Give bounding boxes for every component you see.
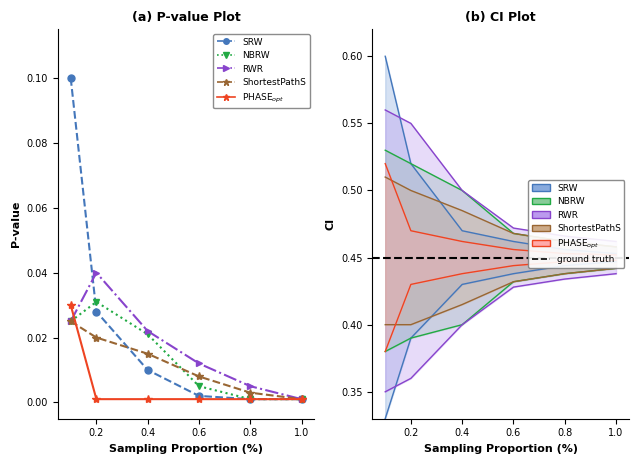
PHASE$_{opt}$ <box>246 396 254 402</box>
SRW <box>144 367 152 373</box>
RWR <box>67 319 74 324</box>
SRW <box>298 396 305 402</box>
PHASE$_{opt}$ <box>195 396 203 402</box>
PHASE$_{opt}$ <box>67 302 74 308</box>
SRW <box>195 393 203 399</box>
ShortestPathS <box>67 319 74 324</box>
PHASE$_{opt}$ <box>93 396 100 402</box>
X-axis label: Sampling Proportion (%): Sampling Proportion (%) <box>109 444 263 454</box>
Legend: SRW, NBRW, RWR, ShortestPathS, PHASE$_{opt}$: SRW, NBRW, RWR, ShortestPathS, PHASE$_{o… <box>214 34 310 108</box>
NBRW <box>195 383 203 389</box>
NBRW <box>298 396 305 402</box>
SRW <box>93 309 100 314</box>
Line: NBRW: NBRW <box>67 299 305 403</box>
Line: SRW: SRW <box>67 74 305 403</box>
SRW <box>246 396 254 402</box>
ShortestPathS <box>298 396 305 402</box>
RWR <box>93 270 100 275</box>
ShortestPathS <box>195 374 203 379</box>
PHASE$_{opt}$ <box>298 396 305 402</box>
ShortestPathS <box>246 390 254 395</box>
ShortestPathS <box>93 335 100 340</box>
RWR <box>144 328 152 334</box>
X-axis label: Sampling Proportion (%): Sampling Proportion (%) <box>424 444 578 454</box>
NBRW <box>144 332 152 337</box>
NBRW <box>246 396 254 402</box>
Legend: SRW, NBRW, RWR, ShortestPathS, PHASE$_{opt}$, ground truth: SRW, NBRW, RWR, ShortestPathS, PHASE$_{o… <box>528 180 625 268</box>
RWR <box>246 383 254 389</box>
RWR <box>298 396 305 402</box>
SRW <box>67 75 74 81</box>
Title: (b) CI Plot: (b) CI Plot <box>465 11 536 24</box>
Title: (a) P-value Plot: (a) P-value Plot <box>132 11 241 24</box>
Line: ShortestPathS: ShortestPathS <box>67 317 306 403</box>
Y-axis label: CI: CI <box>326 218 335 230</box>
Line: RWR: RWR <box>67 269 305 403</box>
NBRW <box>67 319 74 324</box>
NBRW <box>93 299 100 305</box>
Y-axis label: P-value: P-value <box>11 201 21 247</box>
RWR <box>195 361 203 366</box>
ShortestPathS <box>144 351 152 357</box>
Line: PHASE$_{opt}$: PHASE$_{opt}$ <box>67 301 306 403</box>
PHASE$_{opt}$ <box>144 396 152 402</box>
